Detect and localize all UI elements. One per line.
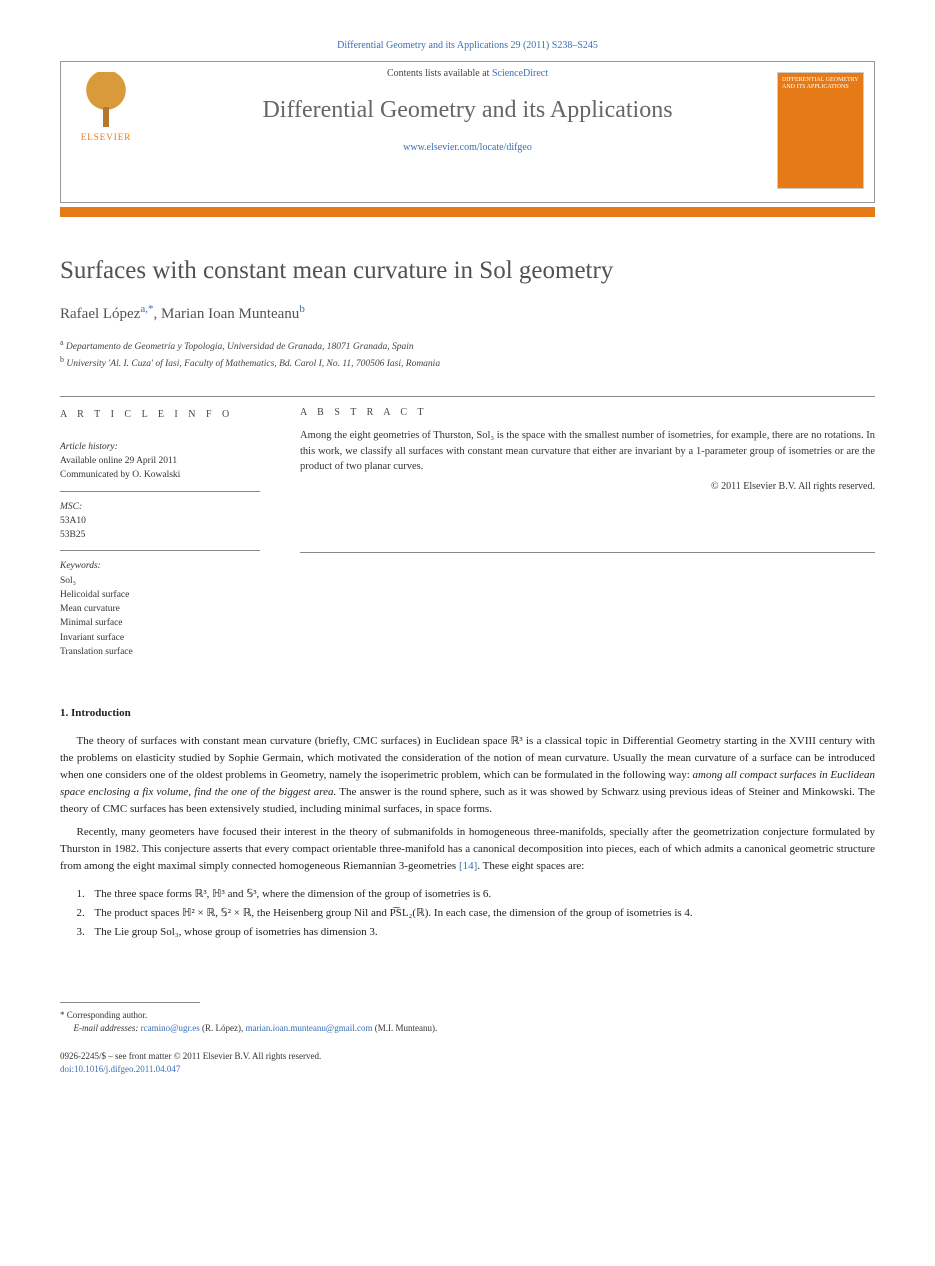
journal-cover-thumb: DIFFERENTIAL GEOMETRY AND ITS APPLICATIO… bbox=[777, 72, 864, 189]
item-text-2: The product spaces ℍ² × ℝ, 𝕊² × ℝ, the H… bbox=[95, 904, 693, 923]
keyword-1: Sol₃ bbox=[60, 574, 260, 588]
item-text-1: The three space forms ℝ³, ℍ³ and 𝕊³, whe… bbox=[95, 885, 492, 904]
body-text: The theory of surfaces with constant mea… bbox=[60, 733, 875, 875]
article-title: Surfaces with constant mean curvature in… bbox=[60, 257, 875, 285]
keyword-4: Minimal surface bbox=[60, 616, 260, 630]
email-2-who: (M.I. Munteanu) bbox=[375, 1023, 435, 1033]
email-1[interactable]: rcamino@ugr.es bbox=[141, 1023, 200, 1033]
author-1-name: Rafael López bbox=[60, 306, 140, 322]
elsevier-logo: ELSEVIER bbox=[71, 72, 141, 142]
abstract-label: A B S T R A C T bbox=[300, 407, 875, 418]
msc-label: MSC: bbox=[60, 500, 260, 514]
journal-header: ELSEVIER DIFFERENTIAL GEOMETRY AND ITS A… bbox=[60, 61, 875, 203]
history-line-1: Available online 29 April 2011 bbox=[60, 454, 260, 468]
keyword-5: Invariant surface bbox=[60, 631, 260, 645]
history-group: Article history: Available online 29 Apr… bbox=[60, 432, 260, 492]
bottom-matter: 0926-2245/$ – see front matter © 2011 El… bbox=[60, 1050, 875, 1077]
history-label: Article history: bbox=[60, 440, 260, 454]
email-label: E-mail addresses: bbox=[74, 1023, 139, 1033]
abstract-copyright: © 2011 Elsevier B.V. All rights reserved… bbox=[300, 481, 875, 492]
article-info-label: A R T I C L E I N F O bbox=[60, 407, 260, 422]
page: Differential Geometry and its Applicatio… bbox=[0, 0, 935, 1117]
msc-1: 53A10 bbox=[60, 514, 260, 528]
top-reference: Differential Geometry and its Applicatio… bbox=[60, 40, 875, 51]
footnote: * Corresponding author. E-mail addresses… bbox=[60, 1009, 875, 1036]
cite-14[interactable]: [14] bbox=[459, 860, 477, 872]
keywords-group: Keywords: Sol₃ Helicoidal surface Mean c… bbox=[60, 551, 260, 667]
keywords-label: Keywords: bbox=[60, 559, 260, 573]
author-1-marks[interactable]: a,* bbox=[140, 303, 153, 315]
elsevier-tree-icon bbox=[81, 72, 131, 132]
abstract-block: A B S T R A C T Among the eight geometri… bbox=[300, 397, 875, 667]
msc-group: MSC: 53A10 53B25 bbox=[60, 492, 260, 552]
msc-2: 53B25 bbox=[60, 528, 260, 542]
section-1-heading: 1. Introduction bbox=[60, 707, 875, 719]
author-2-name: Marian Ioan Munteanu bbox=[161, 306, 299, 322]
abstract-text: Among the eight geometries of Thurston, … bbox=[300, 428, 875, 475]
info-row: A R T I C L E I N F O Article history: A… bbox=[60, 396, 875, 667]
para-1: The theory of surfaces with constant mea… bbox=[60, 733, 875, 818]
contents-available: Contents lists available at ScienceDirec… bbox=[61, 62, 874, 79]
author-2-marks[interactable]: b bbox=[299, 303, 305, 315]
affil-b-text: University 'Al. I. Cuza' of Iasi, Facult… bbox=[66, 360, 440, 370]
keyword-2: Helicoidal surface bbox=[60, 588, 260, 602]
list-item: 2.The product spaces ℍ² × ℝ, 𝕊² × ℝ, the… bbox=[77, 904, 876, 923]
enumerated-list: 1.The three space forms ℝ³, ℍ³ and 𝕊³, w… bbox=[77, 885, 876, 941]
authors: Rafael Lópeza,*, Marian Ioan Munteanub bbox=[60, 303, 875, 323]
contents-text: Contents lists available at bbox=[387, 68, 492, 79]
publisher-name: ELSEVIER bbox=[71, 132, 141, 142]
abstract-bottom-rule bbox=[300, 552, 875, 553]
corresponding-author: * Corresponding author. bbox=[60, 1009, 875, 1023]
keyword-6: Translation surface bbox=[60, 645, 260, 659]
affil-a-mark: a bbox=[60, 338, 64, 347]
orange-divider bbox=[60, 207, 875, 217]
doi-label[interactable]: doi: bbox=[60, 1064, 74, 1074]
history-line-2: Communicated by O. Kowalski bbox=[60, 468, 260, 482]
item-num-2: 2. bbox=[77, 904, 95, 923]
item-num-1: 1. bbox=[77, 885, 95, 904]
sciencedirect-link[interactable]: ScienceDirect bbox=[492, 68, 548, 79]
item-num-3: 3. bbox=[77, 923, 95, 942]
article-info: A R T I C L E I N F O Article history: A… bbox=[60, 396, 260, 667]
affil-b-mark: b bbox=[60, 355, 64, 364]
list-item: 1.The three space forms ℝ³, ℍ³ and 𝕊³, w… bbox=[77, 885, 876, 904]
journal-title: Differential Geometry and its Applicatio… bbox=[61, 97, 874, 124]
para-1-italic: among all compact surfaces in Euclidean … bbox=[60, 769, 875, 798]
cover-text: DIFFERENTIAL GEOMETRY AND ITS APPLICATIO… bbox=[778, 73, 863, 95]
para-2: Recently, many geometers have focused th… bbox=[60, 824, 875, 875]
list-item: 3.The Lie group Sol₃, whose group of iso… bbox=[77, 923, 876, 942]
keyword-3: Mean curvature bbox=[60, 602, 260, 616]
front-matter-line: 0926-2245/$ – see front matter © 2011 El… bbox=[60, 1050, 875, 1064]
affil-a-text: Departamento de Geometría y Topología, U… bbox=[66, 342, 414, 352]
para-2-tail: . These eight spaces are: bbox=[477, 860, 584, 872]
item-text-3: The Lie group Sol₃, whose group of isome… bbox=[95, 923, 378, 942]
doi-link[interactable]: 10.1016/j.difgeo.2011.04.047 bbox=[74, 1064, 180, 1074]
footnote-rule bbox=[60, 1002, 200, 1003]
affiliations: a Departamento de Geometría y Topología,… bbox=[60, 337, 875, 372]
journal-url[interactable]: www.elsevier.com/locate/difgeo bbox=[61, 142, 874, 153]
email-2[interactable]: marian.ioan.munteanu@gmail.com bbox=[245, 1023, 372, 1033]
email-1-who: (R. López) bbox=[202, 1023, 241, 1033]
